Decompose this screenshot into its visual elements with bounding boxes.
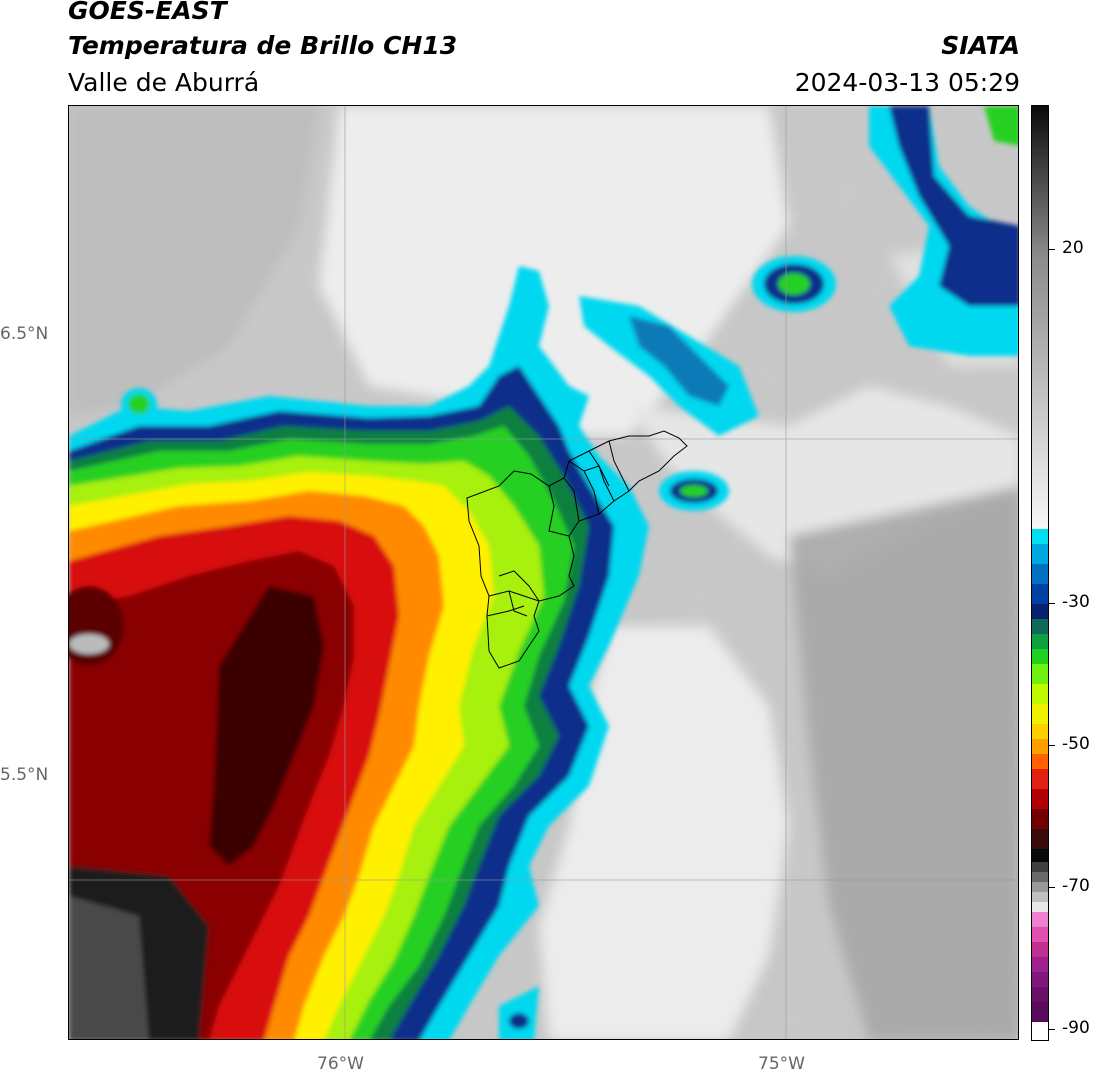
municipal-boundaries [466, 430, 688, 669]
product-title: Temperatura de Brillo CH13 [68, 31, 458, 60]
colorbar-label-minus30: -30 [1062, 592, 1090, 612]
agency-label: SIATA [941, 31, 1020, 60]
satellite-title: GOES-EAST [68, 0, 227, 25]
lat-label-5-5: 5.5°N [0, 765, 49, 785]
colorbar-label-minus90: -90 [1062, 1018, 1090, 1038]
lon-label-76w: 76°W [317, 1054, 364, 1074]
satellite-map[interactable] [68, 105, 1019, 1040]
colorbar-label-minus50: -50 [1062, 734, 1090, 754]
colorbar-label-20: 20 [1062, 238, 1084, 258]
colorbar [1031, 105, 1049, 1041]
lat-label-6-5: 6.5°N [0, 324, 49, 344]
colorbar-label-minus70: -70 [1062, 876, 1090, 896]
lon-label-75w: 75°W [758, 1054, 805, 1074]
datetime-label: 2024-03-13 05:29 [794, 68, 1020, 97]
brightness-temperature-field [69, 106, 1018, 1039]
region-subtitle: Valle de Aburrá [68, 68, 260, 97]
graticule [69, 106, 1018, 1039]
